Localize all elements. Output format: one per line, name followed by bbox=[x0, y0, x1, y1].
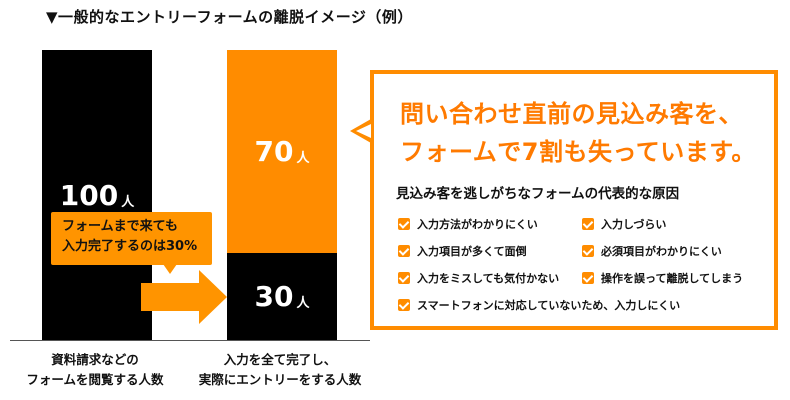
chart-title: ▼一般的なエントリーフォームの離脱イメージ（例） bbox=[46, 8, 413, 26]
bar-value-label: 100 bbox=[59, 178, 119, 212]
checkbox-check-icon bbox=[398, 218, 410, 230]
bar-2-segment-2: 70 人 bbox=[227, 50, 337, 253]
checkbox-check-icon bbox=[398, 299, 410, 311]
bar-unit-label: 人 bbox=[296, 296, 310, 311]
checkbox-check-icon bbox=[582, 245, 594, 257]
headline-line-2: フォームで7割も失っています。 bbox=[400, 138, 756, 166]
reason-item: 入力しづらい bbox=[582, 216, 666, 232]
checkbox-check-icon bbox=[582, 218, 594, 230]
bar-value-label: 70 bbox=[254, 135, 294, 168]
reason-item: スマートフォンに対応していないため、入力しにくい bbox=[398, 297, 680, 313]
reason-item: 入力項目が多くて面倒 bbox=[398, 243, 527, 259]
checkbox-check-icon bbox=[398, 272, 410, 284]
arrow-right-icon bbox=[199, 270, 227, 324]
reason-item: 操作を誤って離脱してしまう bbox=[582, 270, 743, 286]
headline-line-1: 問い合わせ直前の見込み客を、 bbox=[400, 100, 743, 128]
bar-1-segment-1: 100 人 bbox=[42, 50, 152, 340]
arrow-shaft bbox=[141, 283, 199, 311]
callout-pointer bbox=[163, 264, 177, 274]
bar-unit-label: 人 bbox=[296, 151, 310, 166]
reason-item: 必須項目がわかりにくい bbox=[582, 243, 722, 259]
annotation-callout: フォームまで来ても 入力完了するのは30% bbox=[51, 212, 212, 265]
bar-value-label: 30 bbox=[254, 280, 294, 313]
chart-baseline bbox=[10, 340, 370, 341]
info-box: 問い合わせ直前の見込み客を、 フォームで7割も失っています。 見込み客を逃しがち… bbox=[370, 70, 778, 330]
reasons-heading: 見込み客を逃しがちなフォームの代表的な原因 bbox=[396, 186, 680, 202]
reason-item: 入力をミスしても気付かない bbox=[398, 270, 559, 286]
bar-2-segment-1: 30 人 bbox=[227, 253, 337, 340]
bar-unit-label: 人 bbox=[121, 194, 135, 210]
checkbox-check-icon bbox=[582, 272, 594, 284]
x-axis-label-2: 入力を全て完了し、 実際にエントリーをする人数 bbox=[198, 352, 362, 387]
checkbox-check-icon bbox=[398, 245, 410, 257]
x-axis-label-1: 資料請求などの フォームを閲覧する人数 bbox=[26, 352, 164, 387]
reason-item: 入力方法がわかりにくい bbox=[398, 216, 538, 232]
info-box-pointer-inner bbox=[356, 124, 371, 138]
